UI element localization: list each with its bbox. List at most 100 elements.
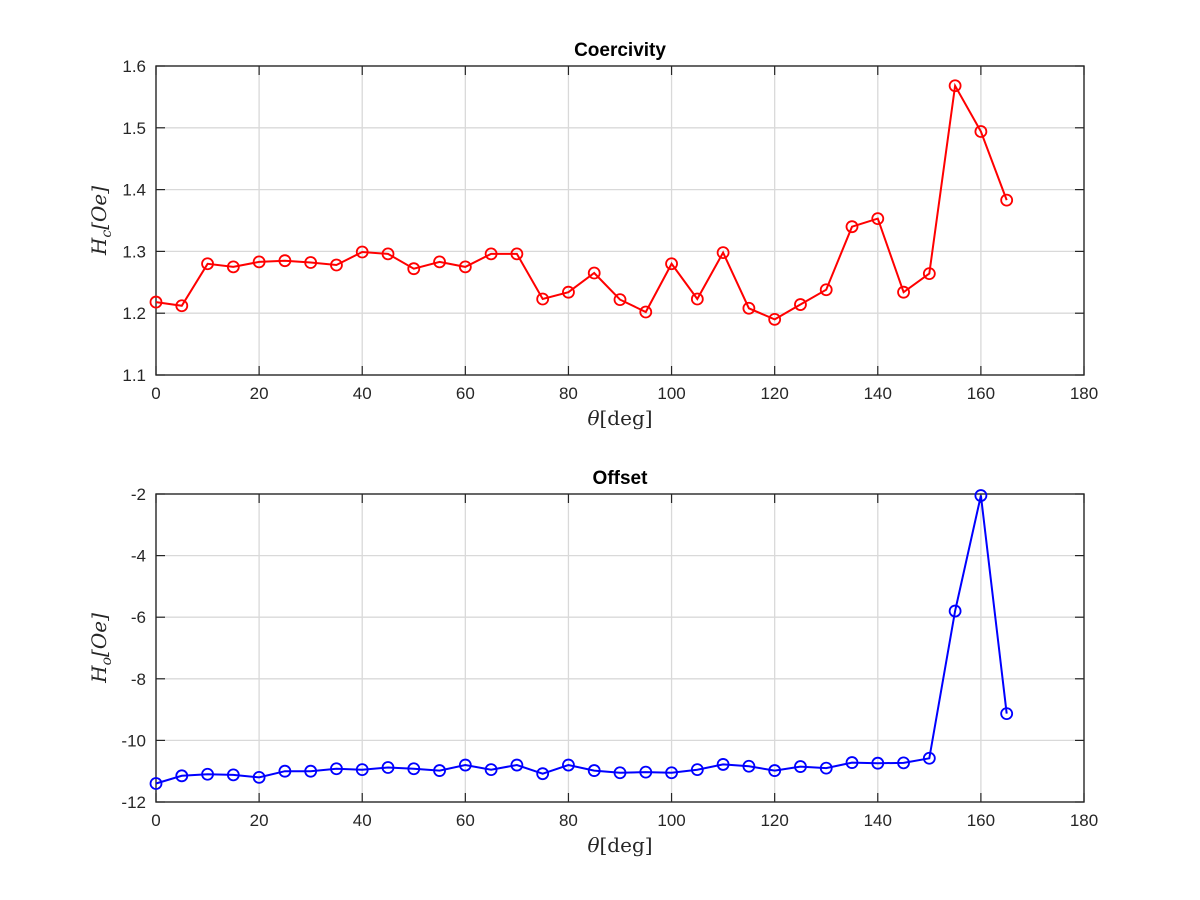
data-point (510, 247, 524, 261)
y-axis-label: Hc[Oe] (87, 186, 115, 256)
x-tick-label: 80 (559, 384, 578, 403)
data-point (665, 257, 678, 271)
axes-frame (155, 65, 1085, 376)
data-point (355, 245, 369, 259)
x-tick-label: 120 (760, 811, 788, 830)
data-point (768, 312, 782, 326)
offset-panel: 0 20 40 60 80 100 120 140 160 180 -12 -10 -8 -6 -4 -2 Of… (87, 468, 1098, 857)
data-point (536, 767, 550, 781)
data-point (587, 764, 601, 777)
y-tick-label: -8 (131, 670, 146, 689)
data-point (897, 285, 910, 299)
x-tick-label: 20 (250, 384, 269, 403)
y-axis-label: Ho[Oe] (87, 613, 115, 684)
data-point (948, 79, 962, 93)
x-tick-label: 40 (353, 811, 372, 830)
x-tick-label: 160 (967, 811, 995, 830)
data-point (278, 254, 292, 268)
data-point (458, 260, 472, 274)
data-point (845, 756, 859, 769)
data-point (304, 764, 318, 778)
x-tick-label: 100 (657, 384, 685, 403)
data-point (433, 764, 446, 777)
y-tick-label: 1.3 (122, 242, 146, 261)
data-point (304, 256, 318, 269)
data-point (226, 768, 240, 782)
data-point (1000, 193, 1014, 207)
data-point (175, 769, 189, 783)
x-tick-label: 180 (1070, 384, 1098, 403)
data-point (484, 247, 498, 261)
y-tick-label: 1.1 (122, 366, 146, 385)
data-point (948, 604, 962, 618)
x-axis-label: θ[deg] (587, 406, 652, 430)
series-line (155, 82, 1008, 321)
x-tick-label: 140 (864, 384, 892, 403)
data-point (201, 257, 214, 271)
data-point (613, 766, 627, 780)
data-point (690, 763, 704, 777)
x-tick-label: 40 (353, 384, 372, 403)
x-tick-label: 60 (456, 811, 475, 830)
data-point (742, 301, 756, 315)
x-tick-label: 0 (151, 384, 160, 403)
y-tick-label: 1.6 (122, 57, 146, 76)
plot-area (156, 494, 1084, 802)
data-point (381, 761, 395, 774)
data-point (433, 255, 446, 269)
data-point (613, 293, 627, 307)
data-point (794, 760, 807, 773)
data-point (355, 763, 369, 777)
x-tick-label: 80 (559, 811, 578, 830)
x-axis-label: θ[deg] (587, 833, 652, 857)
data-point (665, 766, 678, 780)
data-point (897, 756, 910, 770)
data-point (484, 763, 498, 777)
data-point (794, 298, 807, 311)
data-point (639, 305, 653, 319)
data-point (330, 258, 343, 272)
y-tick-label: -12 (121, 793, 146, 812)
data-point (252, 255, 266, 269)
y-tick-label: 1.4 (122, 181, 146, 200)
data-point (845, 220, 859, 234)
x-tick-label: 20 (250, 811, 269, 830)
axes-frame (155, 493, 1085, 803)
data-point (819, 761, 833, 775)
y-tick-label: -6 (131, 608, 146, 627)
data-point (407, 262, 421, 276)
y-tick-label: -10 (121, 731, 146, 750)
y-tick-label: -4 (131, 547, 146, 566)
data-point (768, 764, 782, 777)
x-tick-label: 180 (1070, 811, 1098, 830)
data-point (587, 266, 601, 280)
x-tick-label: 100 (657, 811, 685, 830)
data-point (149, 777, 163, 790)
y-tick-label: -2 (131, 485, 146, 504)
data-point (742, 759, 756, 773)
data-point (1000, 707, 1014, 721)
data-point (149, 295, 163, 309)
data-point (536, 292, 550, 306)
data-point (974, 489, 988, 502)
x-tick-label: 120 (760, 384, 788, 403)
data-point (922, 267, 936, 281)
data-point (278, 764, 292, 778)
data-point (871, 756, 885, 770)
data-point (330, 762, 343, 776)
data-point (175, 299, 189, 313)
y-tick-label: 1.5 (122, 119, 146, 138)
series-line (155, 495, 1008, 785)
data-point (716, 758, 730, 771)
data-point (871, 212, 885, 226)
data-point (562, 285, 575, 299)
chart-title: Offset (593, 468, 649, 489)
data-point (407, 762, 421, 776)
x-tick-label: 60 (456, 384, 475, 403)
coercivity-panel: 0 20 40 60 80 100 120 140 160 180 1.1 1.2 1.3 1.4 1.5 1… (87, 40, 1098, 430)
data-point (381, 247, 395, 261)
data-point (252, 770, 266, 784)
data-point (974, 125, 988, 138)
plot-area (156, 66, 1084, 375)
